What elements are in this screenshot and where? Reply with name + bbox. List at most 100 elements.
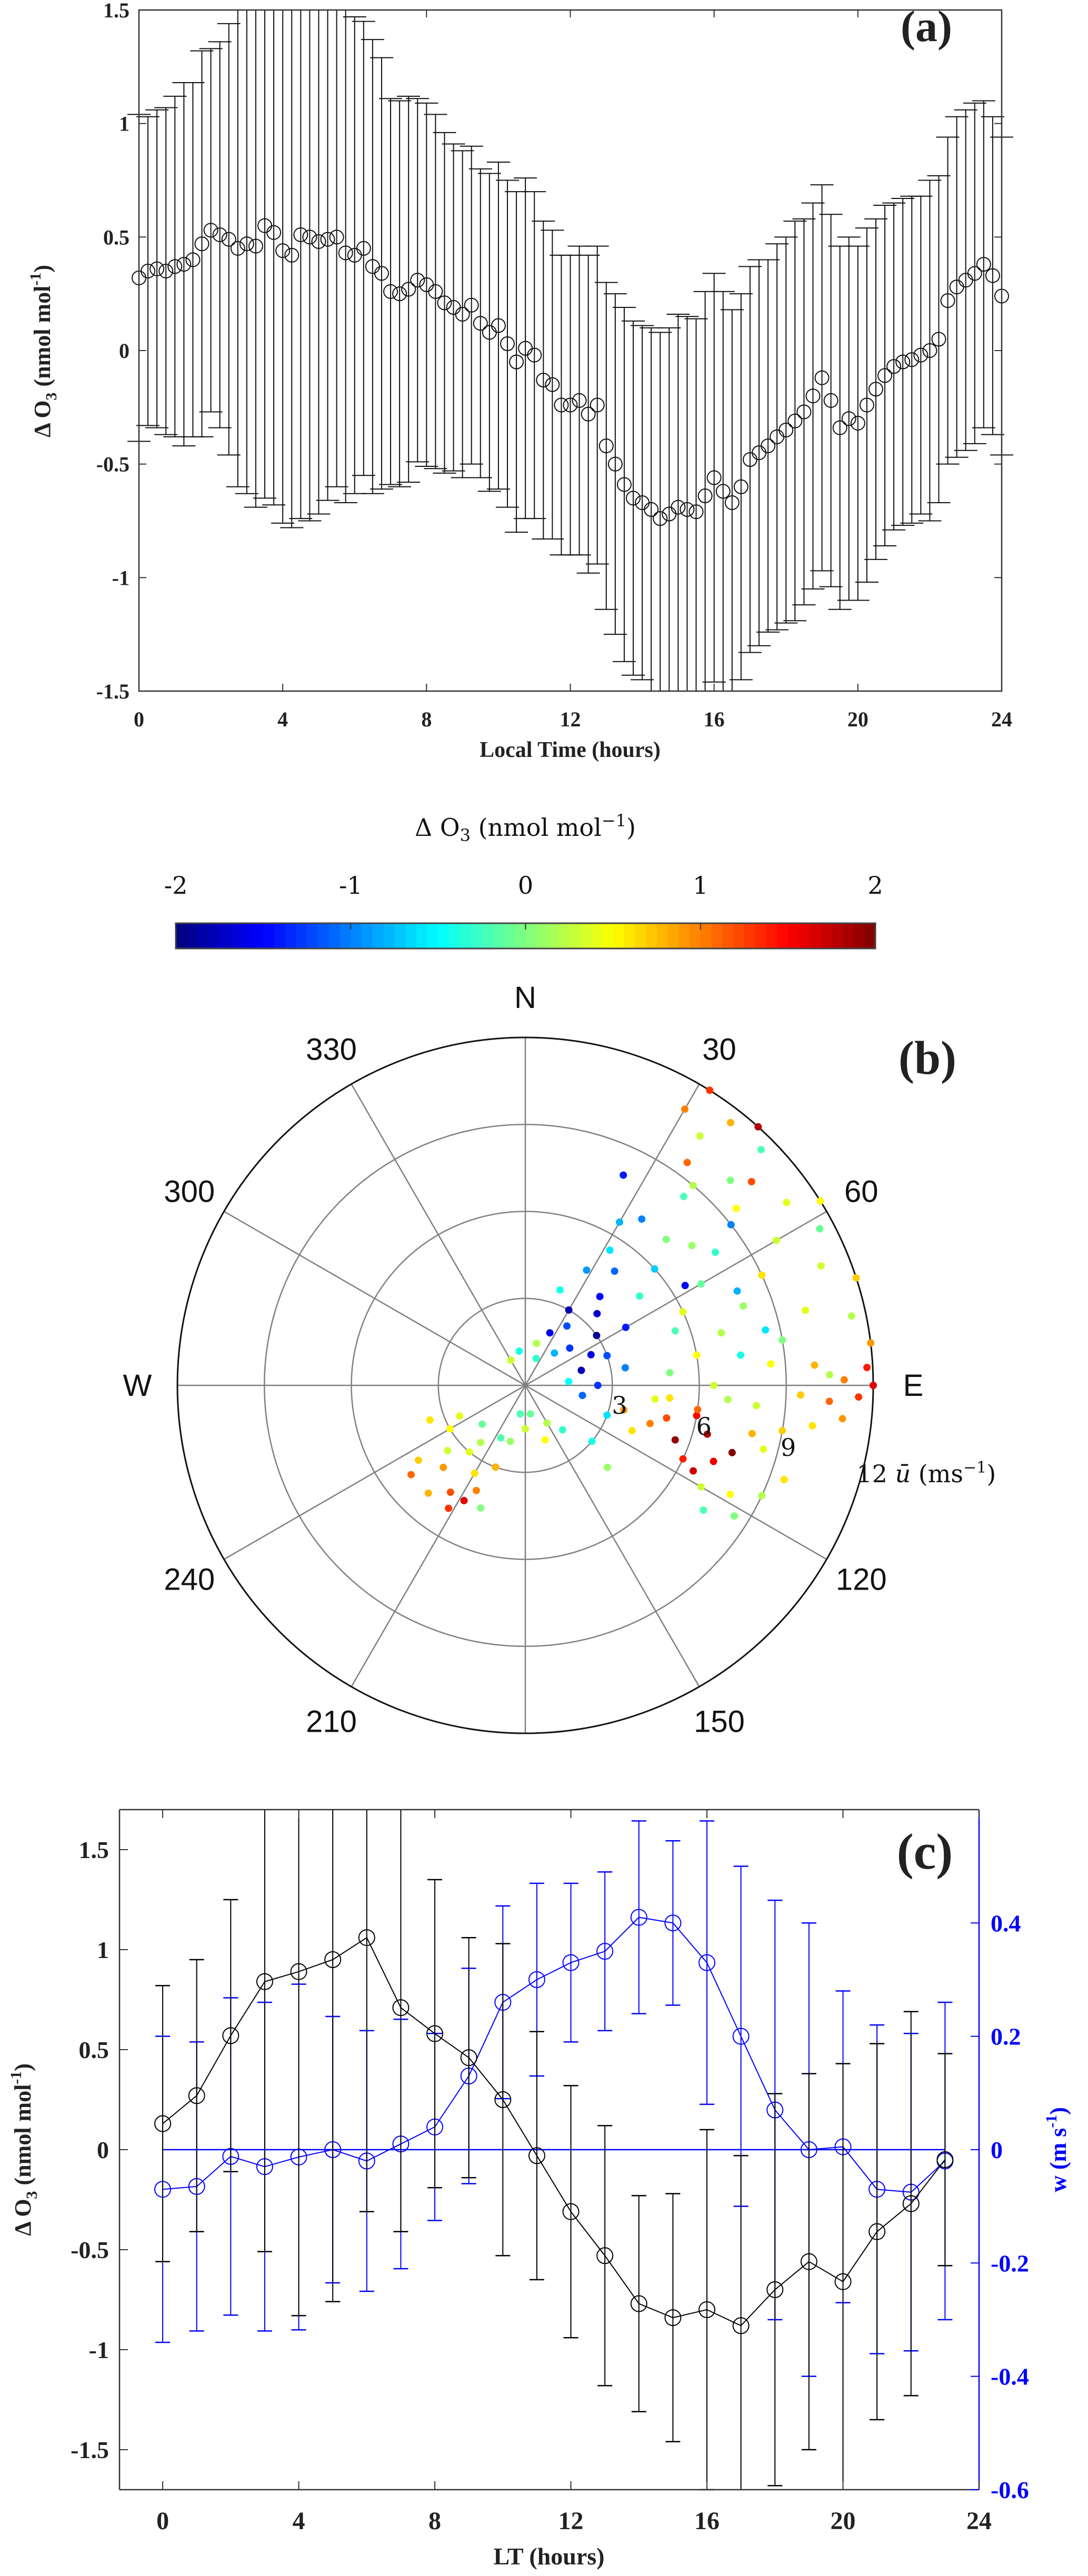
ozone-data-point xyxy=(290,1963,307,1980)
scatter-point xyxy=(840,1376,848,1384)
data-point xyxy=(329,229,344,245)
scatter-point xyxy=(717,1329,725,1337)
colorbar-segment xyxy=(558,923,570,948)
scatter-point xyxy=(603,1411,611,1419)
scatter-point xyxy=(471,1470,478,1477)
x-tick-label: 4 xyxy=(293,2507,305,2535)
scatter-point xyxy=(593,1332,601,1340)
data-point xyxy=(149,261,165,276)
data-point xyxy=(338,245,353,261)
colorbar-segment xyxy=(667,923,679,948)
data-point xyxy=(491,318,506,333)
colorbar-segment xyxy=(208,923,220,948)
scatter-point xyxy=(583,1266,591,1274)
data-point xyxy=(356,241,371,256)
scatter-point xyxy=(688,1242,696,1250)
colorbar-segment xyxy=(787,923,800,948)
scatter-point xyxy=(680,1193,687,1201)
colorbar-segment xyxy=(307,923,318,948)
data-point xyxy=(275,243,291,258)
colorbar-segment xyxy=(416,923,428,948)
ylabel-right-sup: -1 xyxy=(1043,2115,1060,2128)
scatter-point xyxy=(797,1391,804,1399)
scatter-point xyxy=(679,1308,687,1316)
data-point xyxy=(221,232,236,247)
scatter-point xyxy=(802,1306,810,1314)
ylabel-unit: (nmol mol xyxy=(29,286,55,393)
data-point xyxy=(850,416,865,431)
data-point xyxy=(401,282,416,297)
data-point xyxy=(976,257,991,272)
scatter-point xyxy=(724,1395,732,1403)
colorbar-segment xyxy=(635,923,646,948)
colorbar-segment xyxy=(842,923,854,948)
colorbar-segment xyxy=(176,923,187,948)
colorbar-title-unit: (nmol mol xyxy=(471,813,602,842)
x-tick-label: 12 xyxy=(560,707,581,731)
colorbar-tick-label: -2 xyxy=(164,871,188,900)
scatter-point xyxy=(666,1369,674,1376)
data-point xyxy=(814,370,830,385)
ozone-data-point xyxy=(834,2273,852,2290)
panel-c-data xyxy=(154,1810,954,2491)
scatter-point xyxy=(587,1351,595,1359)
data-point xyxy=(581,406,596,422)
y-tick-label-right: 0.2 xyxy=(991,2023,1021,2050)
colorbar-segment xyxy=(831,923,843,948)
scatter-point xyxy=(565,1306,573,1314)
scatter-point xyxy=(816,1197,824,1205)
x-tick-label: 8 xyxy=(421,707,432,731)
polar-angle-label: 330 xyxy=(306,1033,357,1067)
y-tick-label-right: 0 xyxy=(991,2136,1003,2163)
colorbar-segment xyxy=(613,923,624,948)
colorbar-segment xyxy=(274,923,286,948)
scatter-point xyxy=(697,1280,705,1288)
scatter-point xyxy=(407,1471,415,1479)
y-tick-label: 0 xyxy=(119,339,129,363)
colorbar-segment xyxy=(514,923,526,948)
y-tick-label: 0.5 xyxy=(103,225,129,249)
scatter-point xyxy=(497,1434,505,1442)
colorbar-segment xyxy=(798,923,811,948)
colorbar-segment xyxy=(482,923,493,948)
scatter-point xyxy=(440,1463,447,1471)
colorbar-segment xyxy=(449,923,461,948)
data-point xyxy=(455,306,470,322)
colorbar-segment xyxy=(372,923,384,948)
scatter-point xyxy=(606,1246,614,1254)
scatter-point xyxy=(748,1430,756,1437)
panel-c-label: (c) xyxy=(897,1823,953,1880)
colorbar-segment xyxy=(722,923,734,948)
scatter-point xyxy=(565,1377,573,1385)
ozone-data-point xyxy=(869,2223,886,2240)
scatter-point xyxy=(753,1402,760,1410)
colorbar-segment xyxy=(645,923,657,948)
colorbar-tick-label: 1 xyxy=(693,871,708,900)
colorbar-segment xyxy=(656,923,668,948)
scatter-point xyxy=(679,1455,687,1463)
data-point xyxy=(697,488,713,504)
panel-a-ticks: 0 4 8 12 16 20 24 -1.5 -1 -0.5 0 0.5 1 1.5 xyxy=(96,0,1012,731)
ozone-data-point xyxy=(596,2247,614,2264)
scatter-point xyxy=(526,1410,534,1418)
data-point xyxy=(761,438,776,454)
scatter-point xyxy=(563,1322,571,1330)
scatter-point xyxy=(558,1426,566,1434)
scatter-point xyxy=(811,1361,819,1369)
data-point xyxy=(616,477,632,492)
colorbar-segment xyxy=(569,923,581,948)
data-point xyxy=(473,316,488,331)
panel-b-label: (b) xyxy=(899,1032,956,1084)
x-tick-label: 0 xyxy=(134,707,144,731)
polar-radius-label: 9 xyxy=(781,1433,796,1462)
data-point xyxy=(904,352,920,367)
y-tick-label-left: -1.5 xyxy=(71,2437,109,2463)
polar-angle-label: W xyxy=(123,1369,152,1403)
colorbar-segment xyxy=(755,923,766,948)
data-point xyxy=(985,268,1000,283)
polar-ring xyxy=(264,1124,787,1647)
scatter-point xyxy=(593,1310,601,1317)
panel-c-ticks: 0 4 8 12 16 20 24 -1.5 -1 -0.5 0 0.5 1 1.5 -0.6 -0.4 -0.… xyxy=(71,1810,1029,2535)
scatter-point xyxy=(506,1437,514,1445)
polar-scatter xyxy=(407,1086,877,1520)
